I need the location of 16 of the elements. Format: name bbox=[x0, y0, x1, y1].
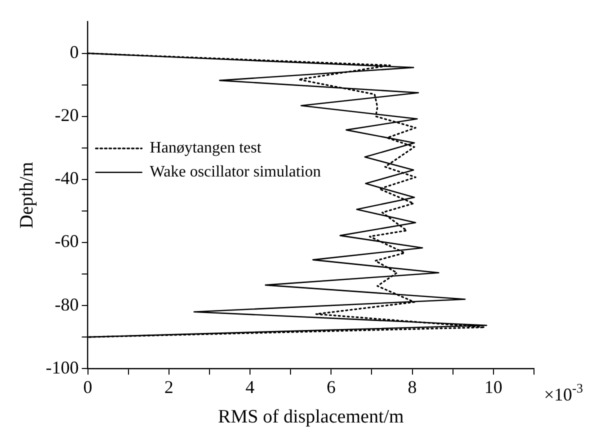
y-tick-label: -20 bbox=[54, 105, 79, 126]
x-tick-label: 10 bbox=[484, 377, 502, 398]
x-tick-label: 8 bbox=[408, 377, 417, 398]
y-tick-label: -40 bbox=[54, 168, 79, 188]
y-tick-label: 0 bbox=[70, 42, 79, 62]
y-tick-label: -80 bbox=[54, 294, 79, 314]
y-axis-title: Depth/m bbox=[16, 162, 38, 228]
x-tick-label: 2 bbox=[164, 377, 174, 398]
x-tick-label: 0 bbox=[83, 377, 92, 398]
x-tick-label: 4 bbox=[246, 377, 255, 398]
x-tick-label: 6 bbox=[326, 377, 336, 398]
x-axis-title: RMS of displacement/m bbox=[218, 406, 404, 428]
legend-label: Wake oscillator simulation bbox=[150, 164, 321, 181]
legend-label: Hanøytangen test bbox=[150, 140, 262, 157]
y-tick-label: -100 bbox=[46, 357, 79, 378]
y-tick-label: -60 bbox=[54, 231, 79, 252]
